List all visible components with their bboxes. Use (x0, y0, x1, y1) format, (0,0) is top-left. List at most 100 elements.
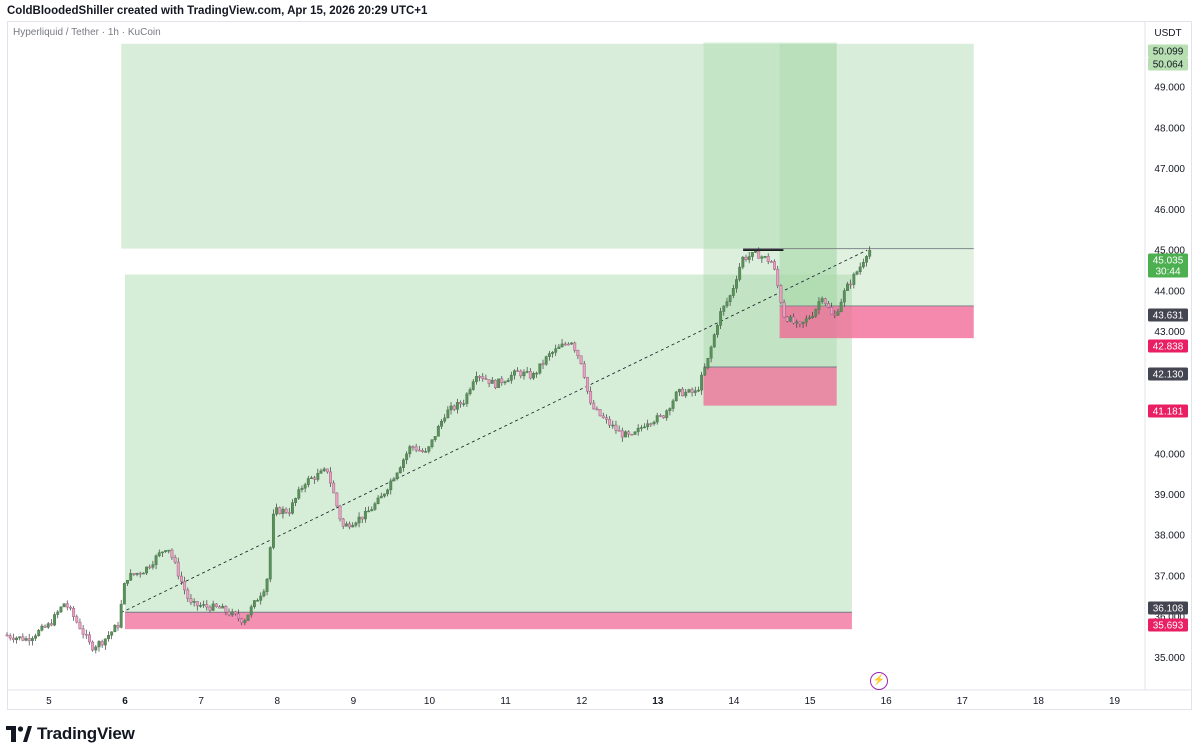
candle-body (750, 252, 754, 257)
candle-body (677, 388, 681, 393)
price-label: 42.130 (1148, 367, 1188, 381)
candle-body (604, 417, 608, 420)
time-axis: 5 6 7 8 9 10 11 12 13 14 15 16 17 18 19 (7, 689, 1192, 707)
candle-body (814, 309, 818, 317)
candle-body (684, 391, 688, 397)
position-zones (121, 42, 974, 630)
candle-body (154, 555, 158, 565)
candle-body (516, 370, 520, 372)
candle-body (65, 603, 69, 608)
time-tick-label: 8 (274, 696, 280, 707)
candle-body (798, 321, 802, 325)
candle-body (446, 409, 450, 419)
candle-body (265, 578, 269, 592)
candle-body (243, 620, 247, 624)
candle-body (205, 604, 209, 608)
candle-body (126, 579, 129, 584)
time-tick-label: 19 (1109, 696, 1121, 707)
candle-body (157, 552, 161, 557)
candle-body (310, 477, 313, 479)
trend-line-layer (121, 249, 868, 613)
price-tick-label: 38.000 (1154, 531, 1185, 542)
candle-body (110, 631, 114, 636)
candle-body (316, 473, 320, 480)
candle-body (681, 388, 685, 397)
candle-body (846, 283, 849, 291)
candle-body (373, 503, 377, 510)
candle-body (367, 510, 371, 513)
price-tick-label: 43.000 (1154, 327, 1185, 338)
price-label-text: 50.099 (1153, 47, 1184, 58)
candle-body (706, 357, 710, 369)
price-tick-label: 46.000 (1154, 205, 1185, 216)
attribution-header: ColdBloodedShiller created with TradingV… (0, 0, 1199, 22)
candle-body (788, 316, 792, 322)
candle-body (823, 298, 827, 304)
candle-body (287, 512, 291, 514)
candle-body (100, 641, 104, 646)
candle-body (544, 356, 548, 365)
candle-body (725, 301, 729, 307)
candle-body (313, 477, 317, 480)
candle-body (72, 608, 76, 617)
time-tick-label: 10 (424, 696, 436, 707)
candle-body (801, 321, 805, 325)
price-label: 50.099 (1148, 44, 1188, 58)
candle-body (573, 342, 577, 351)
candle-body (43, 625, 47, 628)
candle-body (138, 572, 142, 575)
candle-body (379, 495, 383, 499)
price-label-bg (1148, 339, 1188, 353)
candle-body (722, 305, 726, 312)
candle-body (360, 516, 364, 520)
candle-body (757, 250, 761, 259)
candle-body (84, 633, 88, 636)
candle-body (804, 318, 808, 323)
candle-body (389, 480, 393, 491)
symbol-legend[interactable]: Hyperliquid / Tether · 1h · KuCoin (13, 27, 161, 38)
price-label: 30:44 (1148, 264, 1188, 278)
candle-body (256, 600, 260, 602)
candle-body (221, 605, 225, 609)
candle-body (500, 378, 504, 384)
candle-body (513, 370, 516, 376)
candle-body (611, 424, 615, 427)
tradingview-logo[interactable]: TradingView (6, 723, 135, 745)
candle-body (103, 638, 107, 646)
candle-body (687, 389, 691, 393)
price-label-bg (1148, 601, 1188, 615)
candle-body (766, 256, 770, 262)
candle-body (658, 415, 662, 417)
candle-body (141, 572, 145, 575)
price-label-text: 36.108 (1153, 604, 1184, 615)
candle-body (557, 346, 561, 349)
price-tick-label: 36.000 (1154, 612, 1185, 623)
candle-body (417, 449, 421, 452)
chart-frame (7, 21, 1192, 710)
candle-body (547, 353, 551, 357)
candle-body (624, 431, 627, 438)
candle-body (306, 478, 310, 485)
time-tick-label: 14 (728, 696, 740, 707)
candle-body (716, 325, 719, 335)
candle-body (230, 611, 234, 616)
candle-body (97, 641, 101, 648)
candle-body (208, 606, 212, 611)
price-tick-label: 47.000 (1154, 164, 1185, 175)
candle-body (119, 603, 123, 628)
lightning-bolt-icon[interactable]: ⚡ (870, 672, 888, 690)
price-tick-label: 40.000 (1154, 449, 1185, 460)
stop-zone-1 (779, 305, 974, 339)
candle-body (608, 419, 612, 426)
price-chart[interactable]: USDT 35.000 36.000 37.000 38.000 39.000 40.000… (0, 0, 1199, 712)
profit-zone-2 (124, 274, 852, 613)
candle-body (173, 557, 177, 563)
candle-body (560, 343, 564, 348)
price-tick-label: 35.000 (1154, 653, 1185, 664)
candle-body (211, 603, 215, 611)
candle-body (75, 616, 79, 623)
candle-body (773, 261, 776, 270)
price-tick-label: 44.000 (1154, 286, 1185, 297)
candle-body (833, 313, 837, 316)
candle-body (503, 381, 507, 384)
